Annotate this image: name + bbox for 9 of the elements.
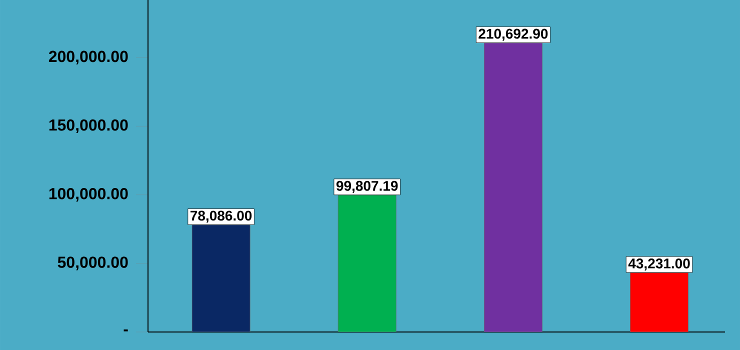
y-tick-label: 200,000.00 <box>48 50 128 64</box>
data-label: 43,231.00 <box>628 258 690 270</box>
y-tick-label: 150,000.00 <box>49 119 128 134</box>
data-label: 99,807.19 <box>336 180 398 193</box>
data-label: 210,692.90 <box>478 28 548 41</box>
data-label: 78,086.00 <box>190 210 252 223</box>
y-tick-label: 50,000.00 <box>58 256 128 270</box>
y-tick-label: - <box>124 329 128 332</box>
y-tick-label: 100,000.00 <box>49 188 128 202</box>
